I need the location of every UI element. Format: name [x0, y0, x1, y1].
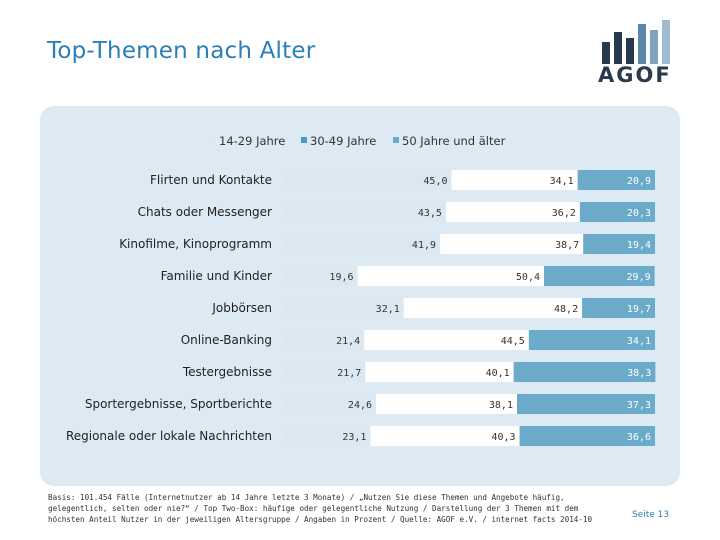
value-label: 19,6 [329, 272, 353, 283]
value-label: 23,1 [342, 432, 366, 443]
category-label: Flirten und Kontakte [150, 173, 272, 187]
value-label: 41,9 [412, 240, 436, 251]
value-label: 32,1 [376, 304, 400, 315]
bar-segment-1 [285, 170, 452, 190]
value-label: 19,7 [627, 304, 651, 315]
value-label: 38,7 [555, 240, 579, 251]
legend-swatch-3 [393, 137, 399, 143]
bar-segment-2 [357, 266, 544, 286]
category-label: Online-Banking [181, 333, 272, 347]
value-label: 37,3 [627, 400, 651, 411]
category-label: Kinofilme, Kinoprogramm [119, 237, 272, 251]
value-label: 34,1 [627, 336, 651, 347]
bar-segment-2 [376, 394, 517, 414]
bar-segment-2 [403, 298, 583, 318]
value-label: 20,9 [627, 176, 651, 187]
legend-label-3: 50 Jahre und älter [402, 134, 506, 148]
bar-segment-1 [285, 426, 371, 446]
bar-segment-1 [285, 394, 377, 414]
bars [285, 170, 656, 446]
value-label: 40,3 [491, 432, 515, 443]
agof-logo-icon [602, 20, 670, 64]
value-labels: 45,0 34,1 20,9 43,5 36,2 20,3 41,9 38,7 19,4 19,6… [329, 176, 651, 443]
bar-segment-2 [451, 170, 578, 190]
value-label: 50,4 [516, 272, 540, 283]
bar-segment-1 [285, 202, 446, 222]
value-label: 19,4 [627, 240, 651, 251]
value-label: 21,7 [337, 368, 361, 379]
bar-segment-3 [519, 426, 655, 446]
legend-swatch-2 [301, 137, 307, 143]
bar-segment-2 [440, 234, 584, 254]
bar-segment-1 [285, 298, 404, 318]
bar-segment-3 [582, 298, 655, 318]
bar-segment-1 [285, 234, 441, 254]
category-label: Testergebnisse [182, 365, 272, 379]
value-label: 36,6 [627, 432, 651, 443]
bar-segment-2 [370, 426, 520, 446]
category-label: Chats oder Messenger [138, 205, 272, 219]
bar-segment-3 [583, 234, 655, 254]
value-label: 21,4 [336, 336, 360, 347]
value-label: 38,1 [489, 400, 513, 411]
value-label: 20,3 [627, 208, 651, 219]
bar-segment-2 [364, 330, 529, 350]
value-label: 29,9 [627, 272, 651, 283]
bar-segment-3 [577, 170, 655, 190]
footnote: Basis: 101.454 Fälle (Internetnutzer ab … [48, 493, 593, 524]
bar-segment-2 [445, 202, 580, 222]
bar-segment-3 [579, 202, 655, 222]
legend-label-2: 30-49 Jahre [310, 134, 376, 148]
value-label: 40,1 [486, 368, 510, 379]
value-label: 45,0 [423, 176, 447, 187]
bar-segment-2 [365, 362, 514, 382]
value-label: 36,2 [552, 208, 576, 219]
legend-swatch-1 [210, 137, 216, 143]
logo-text: AGOF [598, 63, 672, 87]
category-label: Jobbörsen [211, 301, 272, 315]
page-number: Seite 13 [632, 510, 670, 520]
bar-segment-1 [285, 330, 365, 350]
category-label: Regionale oder lokale Nachrichten [66, 429, 272, 443]
value-label: 24,6 [348, 400, 372, 411]
category-label: Familie und Kinder [161, 269, 272, 283]
value-label: 43,5 [418, 208, 442, 219]
legend-label-1: 14-29 Jahre [219, 134, 285, 148]
bar-segment-1 [285, 362, 366, 382]
category-labels: Flirten und Kontakte Chats oder Messenger… [66, 173, 272, 443]
bar-segment-1 [285, 266, 358, 286]
chart-legend: 14-29 Jahre 30-49 Jahre 50 Jahre und älter [210, 134, 506, 148]
value-label: 44,5 [501, 336, 525, 347]
bar-segment-3 [516, 394, 655, 414]
slide-title: Top-Themen nach Alter [47, 38, 316, 64]
value-label: 34,1 [550, 176, 574, 187]
value-label: 38,3 [627, 368, 651, 379]
value-label: 48,2 [554, 304, 578, 315]
bar-segment-3 [528, 330, 655, 350]
bar-segment-3 [513, 362, 656, 382]
chart-panel [40, 106, 680, 486]
category-label: Sportergebnisse, Sportberichte [85, 397, 272, 411]
bar-segment-3 [544, 266, 655, 286]
